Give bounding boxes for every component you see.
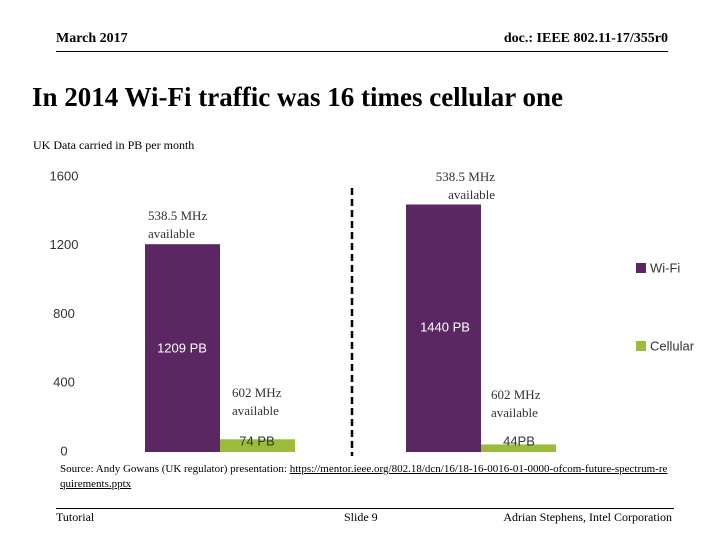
bar [145, 244, 220, 452]
y-tick-label: 400 [53, 375, 75, 390]
bar [406, 204, 481, 452]
header-left: March 2017 [56, 31, 128, 46]
y-tick-label: 800 [53, 306, 75, 321]
slide-title: In 2014 Wi-Fi traffic was 16 times cellu… [32, 82, 563, 112]
data-label: 44PB [503, 433, 535, 448]
annotation: 602 MHz available [491, 387, 541, 420]
data-label: 1209 PB [157, 340, 207, 355]
header-rule [56, 51, 668, 52]
source: Source: Andy Gowans (UK regulator) prese… [60, 462, 672, 492]
legend-label: Wi-Fi [650, 260, 680, 275]
bar [220, 439, 295, 452]
footer-rule [56, 508, 674, 509]
header-right: doc.: IEEE 802.11-17/355r0 [503, 31, 668, 46]
footer-left: Tutorial [56, 510, 95, 524]
legend-label: Cellular [650, 338, 695, 353]
source-text: Source: Andy Gowans (UK regulator) prese… [60, 463, 290, 475]
legend-swatch [636, 263, 646, 273]
bar [481, 444, 556, 452]
y-tick-label: 0 [60, 443, 67, 458]
chart-subtitle: UK Data carried in PB per month [33, 138, 195, 152]
footer-right: Adrian Stephens, Intel Corporation [503, 510, 672, 524]
y-tick-label: 1600 [50, 168, 79, 183]
footer-center: Slide 9 [344, 510, 378, 524]
legend-swatch [636, 341, 646, 351]
y-tick-label: 1200 [50, 237, 79, 252]
annotation: 538.5 MHz available [148, 208, 208, 241]
annotation: 538.5 MHz available [435, 169, 495, 202]
source-link[interactable]: https://mentor.ieee.org/802.18/dcn/16/18… [60, 463, 668, 490]
data-label: 1440 PB [420, 319, 470, 334]
data-label: 74 PB [239, 433, 274, 448]
annotation: 602 MHz available [232, 385, 282, 418]
